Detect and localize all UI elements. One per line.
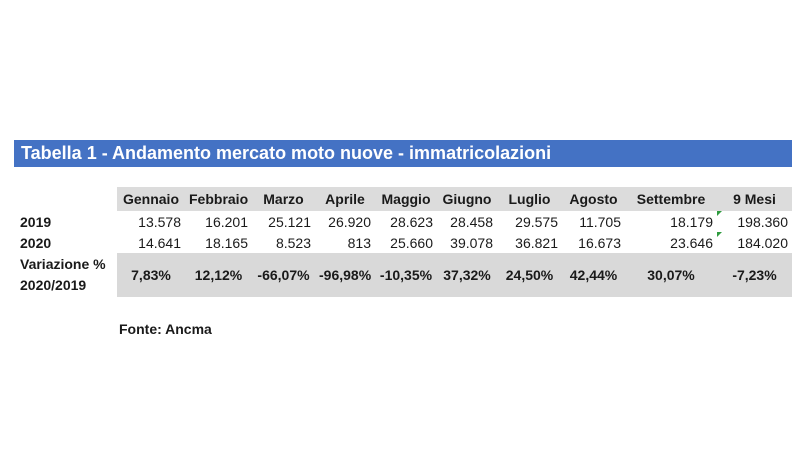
cell-value: 36.821	[515, 234, 558, 251]
variation-cell: 7,83%	[117, 253, 185, 297]
variation-cell: 30,07%	[625, 253, 717, 297]
variation-cell: 12,12%	[185, 253, 252, 297]
table-row: 2019 13.578 16.201 25.121 26.920 28.623 …	[14, 211, 792, 232]
market-table: Gennaio Febbraio Marzo Aprile Maggio Giu…	[14, 187, 792, 297]
row-label: 2020	[20, 234, 52, 251]
cell-value: 29.575	[515, 213, 558, 230]
cell-value: 14.641	[138, 234, 181, 251]
cell-value: 26.920	[328, 213, 371, 230]
table-row: 2020 14.641 18.165 8.523 813 25.660 39.0…	[14, 232, 792, 253]
variation-cell: 24,50%	[497, 253, 562, 297]
table-title: Tabella 1 - Andamento mercato moto nuove…	[14, 140, 792, 167]
header-febbraio: Febbraio	[185, 187, 252, 211]
cell-value: 11.705	[579, 213, 621, 230]
variation-cell: -10,35%	[375, 253, 437, 297]
variation-label-line2: 2020/2019	[20, 277, 87, 293]
variation-row: Variazione % 2020/2019 7,83% 12,12% -66,0…	[14, 253, 792, 297]
header-settembre: Settembre	[625, 187, 717, 211]
header-marzo: Marzo	[252, 187, 315, 211]
cell-value: 18.165	[205, 234, 248, 251]
variation-cell: 42,44%	[562, 253, 625, 297]
header-row: Gennaio Febbraio Marzo Aprile Maggio Giu…	[14, 187, 792, 211]
cell-value: 18.179	[670, 213, 713, 230]
source-note: Fonte: Ancma	[119, 321, 212, 337]
cell-value: 28.458	[450, 213, 493, 230]
row-label: 2019	[20, 213, 52, 230]
cell-value: 25.121	[268, 213, 311, 230]
variation-label-line1: Variazione %	[20, 256, 106, 272]
header-9-mesi: 9 Mesi	[717, 187, 792, 211]
cell-value: 184.020	[717, 232, 792, 253]
cell-value: 16.673	[578, 234, 621, 251]
header-luglio: Luglio	[497, 187, 562, 211]
cell-value: 23.646	[670, 234, 713, 251]
cell-value: 28.623	[390, 213, 433, 230]
variation-cell: -66,07%	[252, 253, 315, 297]
cell-value: 25.660	[390, 234, 433, 251]
header-aprile: Aprile	[315, 187, 375, 211]
cell-value: 8.523	[275, 234, 311, 251]
cell-value: 13.578	[138, 213, 181, 230]
header-giugno: Giugno	[437, 187, 497, 211]
cell-value: 813	[347, 234, 371, 251]
cell-value: 16.201	[205, 213, 248, 230]
variation-cell: -96,98%	[315, 253, 375, 297]
cell-value: 39.078	[450, 234, 493, 251]
header-empty	[14, 187, 117, 211]
header-gennaio: Gennaio	[117, 187, 185, 211]
variation-label: Variazione % 2020/2019	[14, 253, 117, 297]
variation-cell: 37,32%	[437, 253, 497, 297]
header-maggio: Maggio	[375, 187, 437, 211]
cell-value: 198.360	[717, 211, 792, 232]
variation-cell: -7,23%	[717, 253, 792, 297]
header-agosto: Agosto	[562, 187, 625, 211]
